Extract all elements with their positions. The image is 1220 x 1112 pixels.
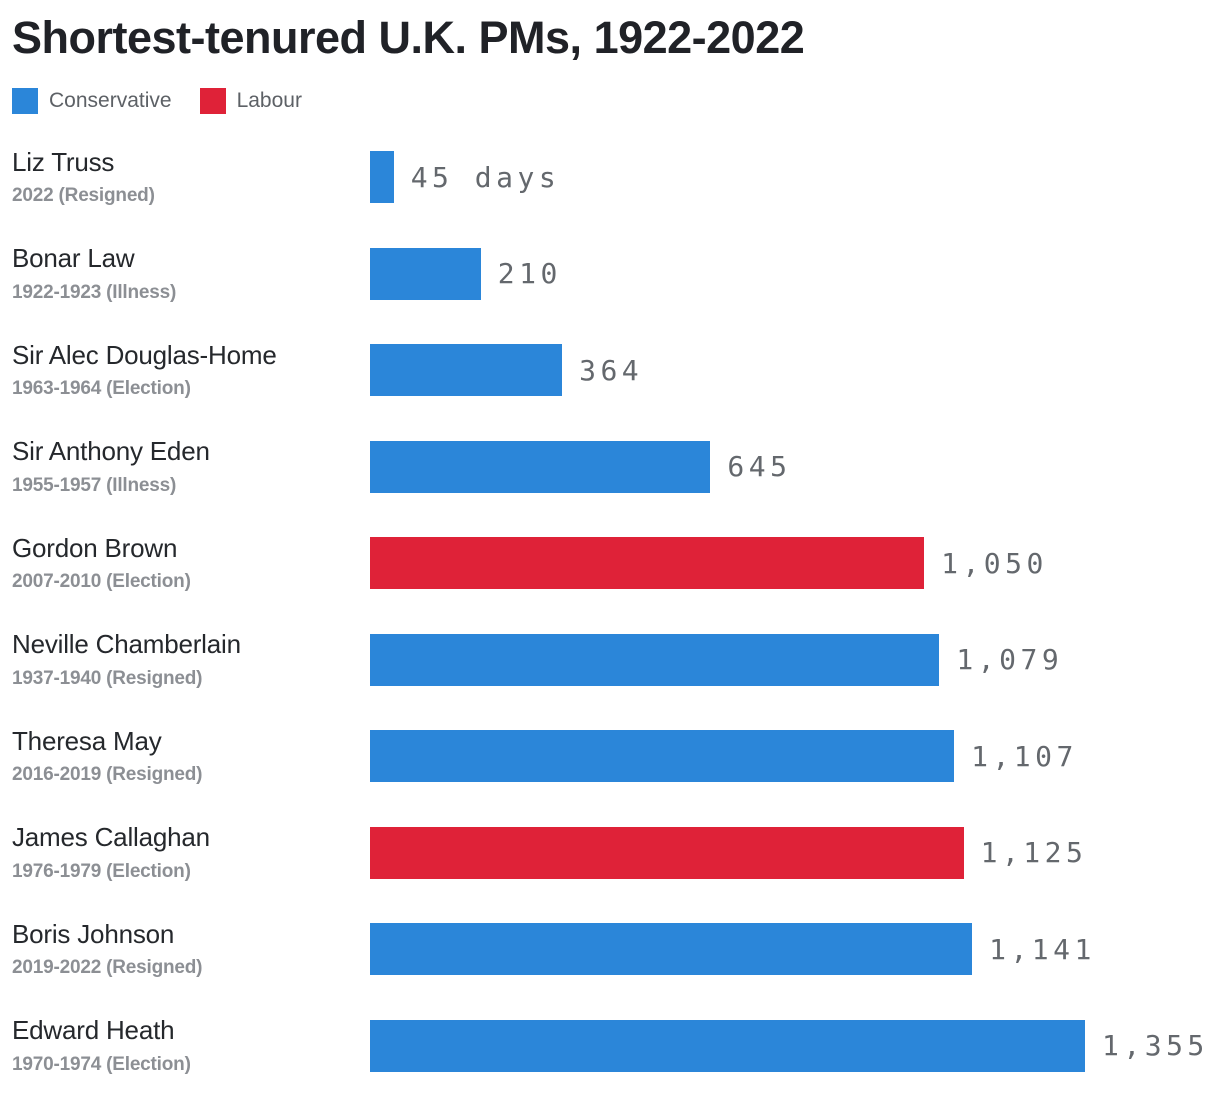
legend-label: Conservative bbox=[49, 88, 172, 112]
table-row: Gordon Brown 2007-2010 (Election) 1,050 bbox=[0, 515, 1220, 612]
pm-label-block: Theresa May 2016-2019 (Resigned) bbox=[0, 726, 370, 786]
pm-detail: 2007-2010 (Election) bbox=[12, 571, 191, 593]
bar-value-label: 645 bbox=[727, 450, 792, 483]
bar bbox=[370, 826, 964, 879]
bar-area: 645 bbox=[370, 418, 1220, 515]
labour-swatch-icon bbox=[199, 87, 226, 114]
bar-value-label: 364 bbox=[579, 353, 644, 387]
pm-label-block: Edward Heath 1970-1974 (Election) bbox=[0, 1015, 370, 1075]
bar-value-label: 45 days bbox=[410, 160, 561, 194]
bar bbox=[370, 1019, 1085, 1072]
bar-area: 210 bbox=[370, 225, 1220, 322]
pm-detail: 2019-2022 (Resigned) bbox=[12, 957, 203, 979]
bar-value-label: 1,079 bbox=[956, 643, 1064, 676]
pm-detail: 1970-1974 (Election) bbox=[12, 1053, 191, 1075]
bar-area: 1,141 bbox=[370, 901, 1220, 998]
legend-label: Labour bbox=[236, 88, 302, 112]
bar bbox=[370, 247, 481, 300]
pm-name: Gordon Brown bbox=[12, 532, 178, 563]
pm-label-block: James Callaghan 1976-1979 (Election) bbox=[0, 822, 370, 882]
bar bbox=[370, 440, 711, 493]
bar-area: 1,125 bbox=[370, 804, 1220, 901]
bar-value-label: 1,125 bbox=[980, 836, 1088, 869]
pm-label-block: Sir Alec Douglas-Home 1963-1964 (Electio… bbox=[0, 340, 370, 400]
bar-value-label: 1,141 bbox=[989, 932, 1096, 966]
pm-name: James Callaghan bbox=[12, 822, 210, 853]
bar bbox=[370, 923, 973, 975]
bar bbox=[370, 730, 955, 782]
bar-area: 1,107 bbox=[370, 708, 1220, 805]
bar-rows: Liz Truss 2022 (Resigned) 45 days Bonar … bbox=[0, 129, 1220, 1094]
table-row: Sir Anthony Eden 1955-1957 (Illness) 645 bbox=[0, 418, 1220, 515]
table-row: Neville Chamberlain 1937-1940 (Resigned)… bbox=[0, 611, 1220, 708]
pm-name: Sir Anthony Eden bbox=[12, 436, 210, 467]
pm-name: Neville Chamberlain bbox=[12, 629, 241, 660]
pm-name: Sir Alec Douglas-Home bbox=[12, 339, 277, 370]
bar-value-label: 1,050 bbox=[941, 546, 1048, 580]
pm-label-block: Bonar Law 1922-1923 (Illness) bbox=[0, 243, 370, 303]
bar bbox=[370, 633, 940, 686]
pm-label-block: Gordon Brown 2007-2010 (Election) bbox=[0, 533, 370, 593]
bar-area: 364 bbox=[370, 322, 1220, 419]
table-row: Sir Alec Douglas-Home 1963-1964 (Electio… bbox=[0, 322, 1220, 419]
table-row: Theresa May 2016-2019 (Resigned) 1,107 bbox=[0, 708, 1220, 805]
table-row: Bonar Law 1922-1923 (Illness) 210 bbox=[0, 225, 1220, 322]
legend-item-labour: Labour bbox=[199, 87, 302, 114]
pm-name: Boris Johnson bbox=[12, 918, 175, 949]
pm-detail: 1922-1923 (Illness) bbox=[12, 281, 177, 303]
pm-name: Theresa May bbox=[12, 725, 162, 756]
pm-name: Edward Heath bbox=[12, 1015, 175, 1046]
pm-label-block: Boris Johnson 2019-2022 (Resigned) bbox=[0, 919, 370, 979]
bar bbox=[370, 151, 394, 203]
table-row: Boris Johnson 2019-2022 (Resigned) 1,141 bbox=[0, 901, 1220, 998]
bar-area: 1,355 bbox=[370, 997, 1220, 1094]
pm-label-block: Sir Anthony Eden 1955-1957 (Illness) bbox=[0, 436, 370, 496]
pm-detail: 1937-1940 (Resigned) bbox=[12, 667, 203, 689]
pm-name: Liz Truss bbox=[12, 146, 115, 177]
table-row: James Callaghan 1976-1979 (Election) 1,1… bbox=[0, 804, 1220, 901]
table-row: Edward Heath 1970-1974 (Election) 1,355 bbox=[0, 997, 1220, 1094]
pm-detail: 2016-2019 (Resigned) bbox=[12, 764, 203, 786]
bar-value-label: 210 bbox=[497, 257, 562, 290]
bar-area: 1,050 bbox=[370, 515, 1220, 612]
conservative-swatch-icon bbox=[12, 87, 38, 114]
bar-area: 1,079 bbox=[370, 611, 1220, 708]
bar bbox=[370, 537, 925, 589]
bar-area: 45 days bbox=[370, 129, 1220, 226]
bar bbox=[370, 344, 563, 396]
pm-detail: 2022 (Resigned) bbox=[12, 185, 155, 207]
legend: Conservative Labour bbox=[12, 87, 1220, 114]
bar-value-label: 1,107 bbox=[971, 739, 1078, 773]
bar-value-label: 1,355 bbox=[1102, 1029, 1209, 1062]
pm-name: Bonar Law bbox=[12, 243, 135, 274]
pm-label-block: Neville Chamberlain 1937-1940 (Resigned) bbox=[0, 629, 370, 689]
pm-detail: 1976-1979 (Election) bbox=[12, 860, 191, 882]
pm-detail: 1963-1964 (Election) bbox=[12, 378, 191, 400]
pm-detail: 1955-1957 (Illness) bbox=[12, 474, 177, 496]
page-title: Shortest-tenured U.K. PMs, 1922-2022 bbox=[12, 12, 805, 63]
legend-item-conservative: Conservative bbox=[12, 87, 172, 114]
table-row: Liz Truss 2022 (Resigned) 45 days bbox=[0, 129, 1220, 226]
pm-label-block: Liz Truss 2022 (Resigned) bbox=[0, 147, 370, 207]
